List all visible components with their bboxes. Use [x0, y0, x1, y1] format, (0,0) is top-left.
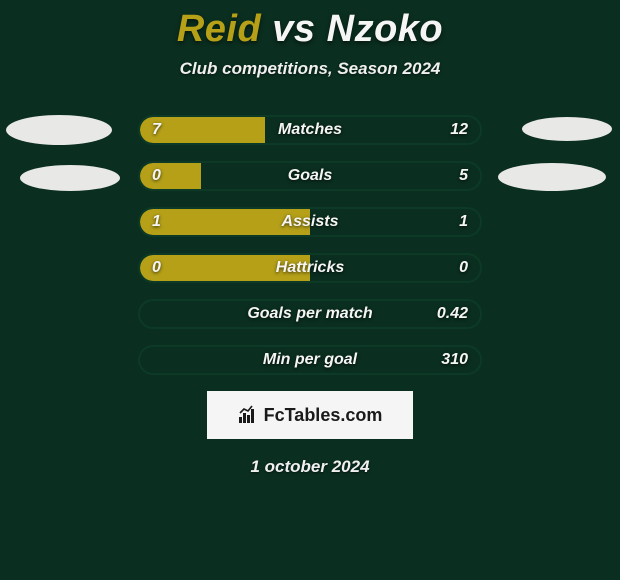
stat-row-hattricks: 0 Hattricks 0: [138, 253, 482, 283]
stat-row-matches: 7 Matches 12: [138, 115, 482, 145]
stat-value-left: 0: [152, 259, 161, 277]
stat-label: Assists: [282, 213, 339, 231]
stat-value-left: 7: [152, 121, 161, 139]
stat-value-left: 0: [152, 167, 161, 185]
stat-label: Goals: [288, 167, 332, 185]
stat-value-right: 1: [459, 213, 468, 231]
stat-row-assists: 1 Assists 1: [138, 207, 482, 237]
stat-value-right: 12: [450, 121, 468, 139]
stat-label: Matches: [278, 121, 342, 139]
stat-label: Hattricks: [276, 259, 344, 277]
footer-date: 1 october 2024: [0, 457, 620, 477]
branding-text: FcTables.com: [264, 405, 383, 426]
stat-row-min-per-goal: Min per goal 310: [138, 345, 482, 375]
subtitle: Club competitions, Season 2024: [0, 59, 620, 79]
branding-link[interactable]: FcTables.com: [207, 391, 413, 439]
bar-chart-icon: [238, 405, 258, 425]
stat-value-left: 1: [152, 213, 161, 231]
stat-value-right: 5: [459, 167, 468, 185]
player1-badge-placeholder-2: [20, 165, 120, 191]
player1-badge-placeholder-1: [6, 115, 112, 145]
stat-row-goals: 0 Goals 5: [138, 161, 482, 191]
stat-row-goals-per-match: Goals per match 0.42: [138, 299, 482, 329]
stat-fill: [140, 163, 201, 189]
stat-label: Min per goal: [263, 351, 357, 369]
page-title: Reid vs Nzoko: [0, 0, 620, 51]
stats-container: 7 Matches 12 0 Goals 5 1 Assists 1 0 Hat…: [0, 115, 620, 477]
vs-text: vs: [272, 8, 315, 50]
stat-label: Goals per match: [247, 305, 372, 323]
stat-value-right: 310: [441, 351, 468, 369]
player2-badge-placeholder-2: [498, 163, 606, 191]
player2-name: Nzoko: [327, 8, 444, 50]
player1-name: Reid: [177, 8, 261, 50]
stat-value-right: 0.42: [437, 305, 468, 323]
player2-badge-placeholder-1: [522, 117, 612, 141]
stat-value-right: 0: [459, 259, 468, 277]
